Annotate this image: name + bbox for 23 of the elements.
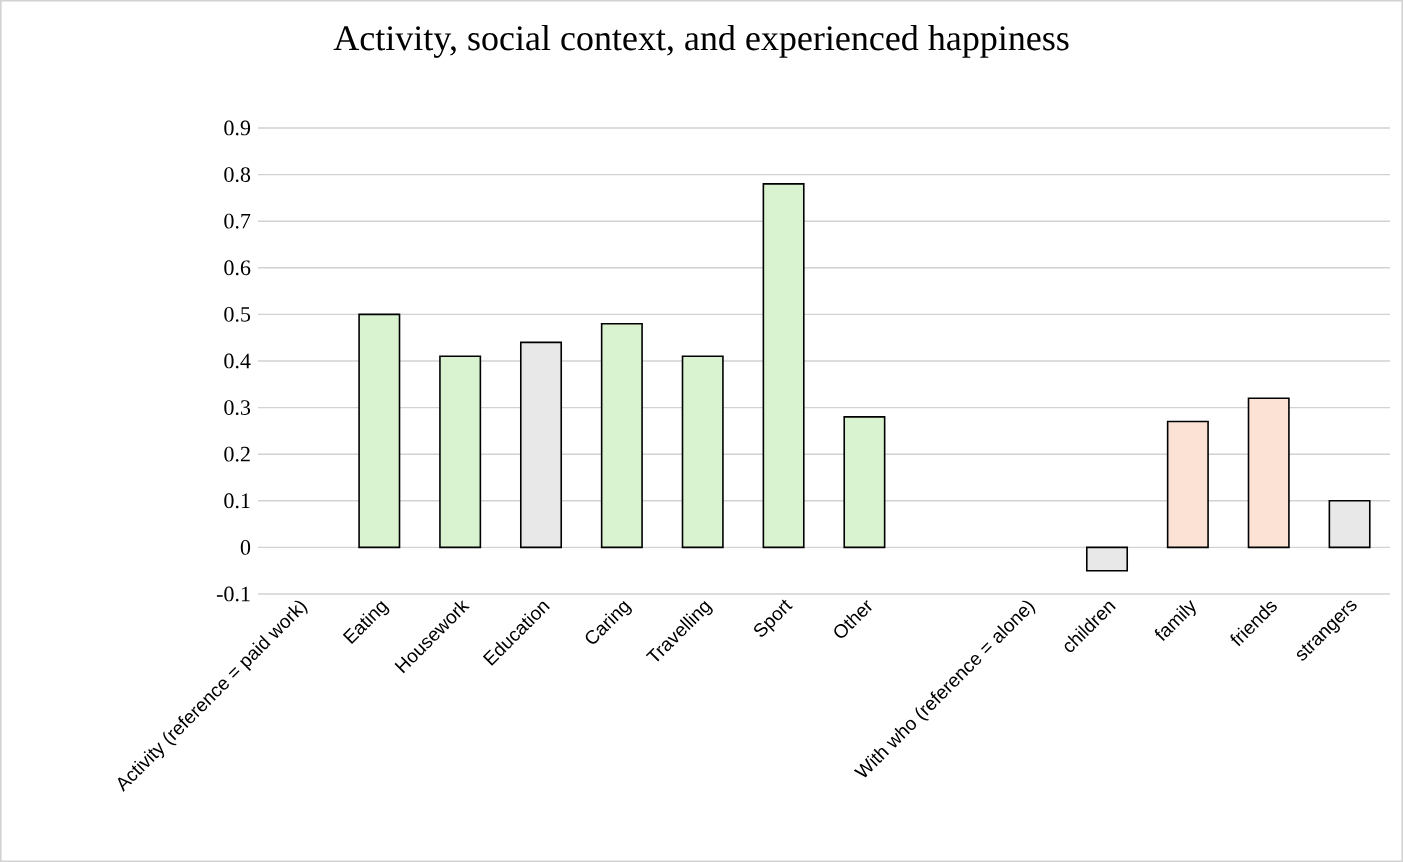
- y-tick-label: 0.3: [224, 400, 251, 416]
- y-tick-label: 0.8: [224, 167, 251, 183]
- bar: [519, 341, 563, 549]
- chart-title: Activity, social context, and experienced happiness: [333, 25, 1069, 58]
- bar: [1328, 499, 1371, 549]
- y-tick-label: 0.4: [224, 353, 251, 369]
- bar: [1247, 397, 1290, 549]
- y-tick-label: 0.9: [224, 120, 251, 136]
- y-tick-label: 0.7: [224, 213, 251, 229]
- bar: [843, 416, 886, 549]
- bar: [358, 313, 401, 549]
- y-tick-label: -0.1: [216, 586, 250, 602]
- bar: [762, 183, 805, 549]
- y-tick-label: 0.6: [224, 260, 251, 276]
- y-tick-label: 0.1: [224, 493, 250, 509]
- bar: [600, 322, 643, 549]
- bar: [1085, 546, 1129, 572]
- y-tick-label: 0.2: [224, 446, 250, 462]
- bar: [1166, 420, 1209, 549]
- bar: [439, 355, 482, 549]
- y-tick-label: 0: [240, 539, 251, 555]
- y-tick-label: 0.5: [224, 306, 251, 322]
- bar: [681, 355, 724, 549]
